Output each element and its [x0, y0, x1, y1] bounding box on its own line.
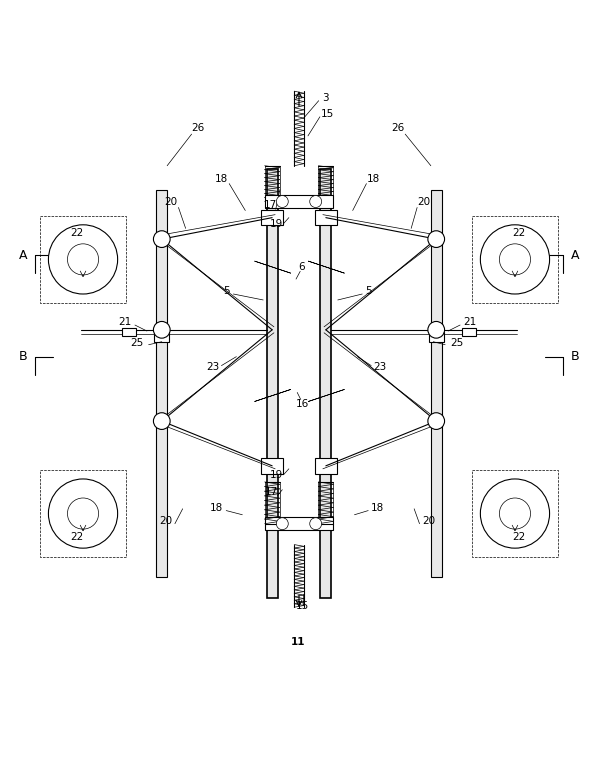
Text: 25: 25: [450, 338, 463, 348]
Bar: [267, 169, 277, 598]
Circle shape: [428, 231, 444, 248]
Text: 20: 20: [164, 196, 177, 206]
Text: 6: 6: [298, 262, 306, 272]
Text: 18: 18: [215, 174, 228, 184]
Text: 23: 23: [373, 362, 386, 372]
Text: 5: 5: [223, 286, 230, 296]
Text: 17: 17: [265, 487, 278, 497]
Bar: [40, 216, 126, 303]
Circle shape: [480, 225, 550, 294]
Text: 25: 25: [130, 338, 144, 348]
Bar: [121, 328, 136, 336]
Text: B: B: [571, 351, 579, 363]
Circle shape: [276, 196, 288, 208]
Text: 11: 11: [291, 637, 305, 647]
Text: 18: 18: [367, 174, 380, 184]
Text: 15: 15: [296, 601, 309, 611]
Circle shape: [48, 479, 118, 548]
Text: 20: 20: [423, 515, 435, 525]
Bar: [315, 458, 337, 473]
Bar: [429, 331, 444, 342]
Text: B: B: [19, 351, 27, 363]
Bar: [261, 458, 283, 473]
Bar: [315, 210, 337, 225]
Circle shape: [68, 244, 99, 275]
Text: 18: 18: [371, 502, 385, 512]
Text: 22: 22: [71, 228, 84, 239]
Circle shape: [428, 321, 444, 338]
Text: 19: 19: [270, 469, 283, 480]
Text: 23: 23: [206, 362, 219, 372]
Circle shape: [499, 244, 530, 275]
Circle shape: [310, 518, 322, 530]
Bar: [157, 189, 167, 578]
Text: 16: 16: [296, 400, 309, 410]
Text: A: A: [19, 249, 27, 262]
Circle shape: [48, 225, 118, 294]
Text: 21: 21: [463, 317, 477, 327]
Bar: [472, 216, 558, 303]
Text: 22: 22: [71, 532, 84, 542]
Text: A: A: [571, 249, 579, 262]
Bar: [462, 328, 477, 336]
Circle shape: [499, 498, 530, 529]
Bar: [265, 517, 333, 530]
Text: 26: 26: [191, 123, 204, 133]
Text: 17: 17: [264, 199, 277, 209]
Circle shape: [154, 321, 170, 338]
Text: 3: 3: [322, 94, 329, 104]
Text: 15: 15: [321, 109, 334, 119]
Circle shape: [154, 231, 170, 248]
Circle shape: [310, 196, 322, 208]
Bar: [261, 210, 283, 225]
Circle shape: [154, 413, 170, 430]
Text: 21: 21: [118, 317, 132, 327]
Circle shape: [68, 498, 99, 529]
Bar: [154, 331, 169, 342]
Text: 22: 22: [512, 228, 525, 239]
Text: 20: 20: [159, 515, 172, 525]
Text: 22: 22: [512, 532, 525, 542]
Bar: [431, 189, 441, 578]
Circle shape: [428, 413, 444, 430]
Bar: [40, 470, 126, 557]
Bar: [472, 470, 558, 557]
Circle shape: [480, 479, 550, 548]
Bar: [265, 195, 333, 208]
Text: 5: 5: [365, 286, 372, 296]
Bar: [321, 169, 331, 598]
Text: 26: 26: [391, 123, 404, 133]
Circle shape: [276, 518, 288, 530]
Text: 20: 20: [418, 196, 431, 206]
Text: 18: 18: [210, 502, 223, 512]
Text: 19: 19: [270, 219, 283, 229]
